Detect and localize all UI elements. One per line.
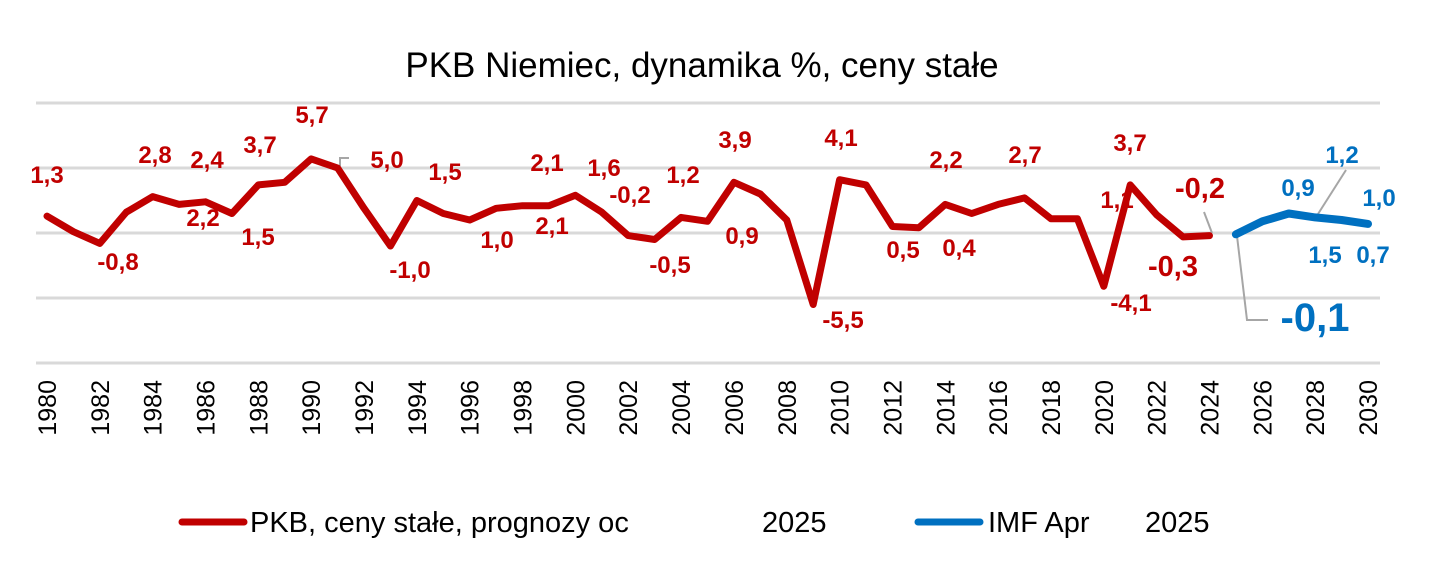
x-tick-label: 2010: [827, 380, 855, 436]
x-tick-label: 2014: [932, 380, 960, 436]
x-tick-label: 1988: [245, 380, 273, 436]
legend-label-imf-year: 2025: [1145, 507, 1210, 539]
x-tick-label: 1992: [351, 380, 379, 436]
x-tick-label: 2016: [985, 380, 1013, 436]
x-tick-label: 2006: [721, 380, 749, 436]
data-label: 0,5: [886, 237, 919, 264]
data-label: 2,7: [1008, 142, 1041, 169]
data-label: 0,4: [942, 235, 976, 262]
data-label: 3,9: [718, 127, 751, 154]
data-label: 2,4: [190, 147, 224, 174]
x-tick-label: 2012: [879, 380, 907, 436]
data-label: 0,9: [1281, 175, 1314, 202]
data-label: 1,2: [1325, 142, 1358, 169]
data-label: -4,1: [1110, 290, 1151, 317]
leader-line: [1236, 235, 1268, 321]
data-label: 1,6: [587, 155, 620, 182]
x-tick-label: 1984: [140, 380, 168, 436]
legend-label-pkb-year: 2025: [762, 507, 827, 539]
x-tick-label: 2020: [1091, 380, 1119, 436]
data-label: -0,3: [1148, 251, 1198, 283]
legend: PKB, ceny stałe, prognozy oc 2025 IMF Ap…: [178, 507, 1210, 539]
data-label: -0,1: [1281, 296, 1350, 340]
leader-line: [1317, 169, 1347, 215]
imf-forecast-line: [1231, 209, 1372, 239]
x-tick-label: 2008: [774, 380, 802, 436]
chart-title: PKB Niemiec, dynamika %, ceny stałe: [405, 46, 998, 85]
x-tick-label: 2018: [1038, 380, 1066, 436]
x-tick-label: 1982: [87, 380, 115, 436]
data-label: 2,1: [535, 213, 568, 240]
data-label: 1,5: [428, 159, 461, 186]
data-label: 5,0: [370, 147, 403, 174]
legend-label-pkb: PKB, ceny stałe, prognozy oc: [250, 507, 629, 539]
data-label: 3,7: [1113, 130, 1146, 157]
x-tick-label: 1990: [298, 380, 326, 436]
data-label: -0,2: [609, 182, 650, 209]
data-label: -0,2: [1175, 173, 1225, 205]
x-tick-label: 1980: [34, 380, 62, 436]
data-label: 1,5: [241, 224, 274, 251]
x-tick-label: 2022: [1144, 380, 1172, 436]
x-tick-label: 1986: [193, 380, 221, 436]
x-tick-label: 2024: [1196, 380, 1224, 436]
data-label: -1,0: [389, 257, 430, 284]
data-label: 1,0: [1362, 185, 1395, 212]
data-label: -0,5: [649, 252, 690, 279]
leader-line: [339, 157, 349, 166]
data-label: 2,1: [530, 150, 563, 177]
data-label: 1,5: [1308, 242, 1341, 269]
data-label: 1,2: [666, 162, 699, 189]
data-label: 3,7: [243, 132, 276, 159]
data-label: 2,2: [186, 205, 219, 232]
data-label: 5,7: [295, 102, 328, 129]
data-label: 2,8: [138, 142, 171, 169]
data-label: 2,2: [929, 147, 962, 174]
pkb-line: [43, 155, 1213, 308]
x-tick-label: 2002: [615, 380, 643, 436]
x-tick-label: 2028: [1302, 380, 1330, 436]
data-label: 0,7: [1356, 242, 1389, 269]
x-tick-label: 2030: [1355, 380, 1383, 436]
data-label: 4,1: [824, 125, 857, 152]
legend-label-imf: IMF Apr: [988, 507, 1090, 539]
leader-lines: [339, 157, 1347, 321]
data-label: 1,1: [1100, 187, 1133, 214]
data-label: -5,5: [822, 307, 863, 334]
x-tick-label: 2000: [562, 380, 590, 436]
data-label: -0,8: [97, 249, 138, 276]
data-label: 1,3: [30, 162, 63, 189]
x-tick-label: 1996: [457, 380, 485, 436]
data-label: 0,9: [725, 223, 758, 250]
x-tick-label: 1994: [404, 380, 432, 436]
x-tick-label: 1998: [510, 380, 538, 436]
x-tick-label: 2004: [668, 380, 696, 436]
x-tick-label: 2026: [1249, 380, 1277, 436]
leader-line: [1203, 211, 1213, 234]
data-label: 1,0: [480, 227, 513, 254]
